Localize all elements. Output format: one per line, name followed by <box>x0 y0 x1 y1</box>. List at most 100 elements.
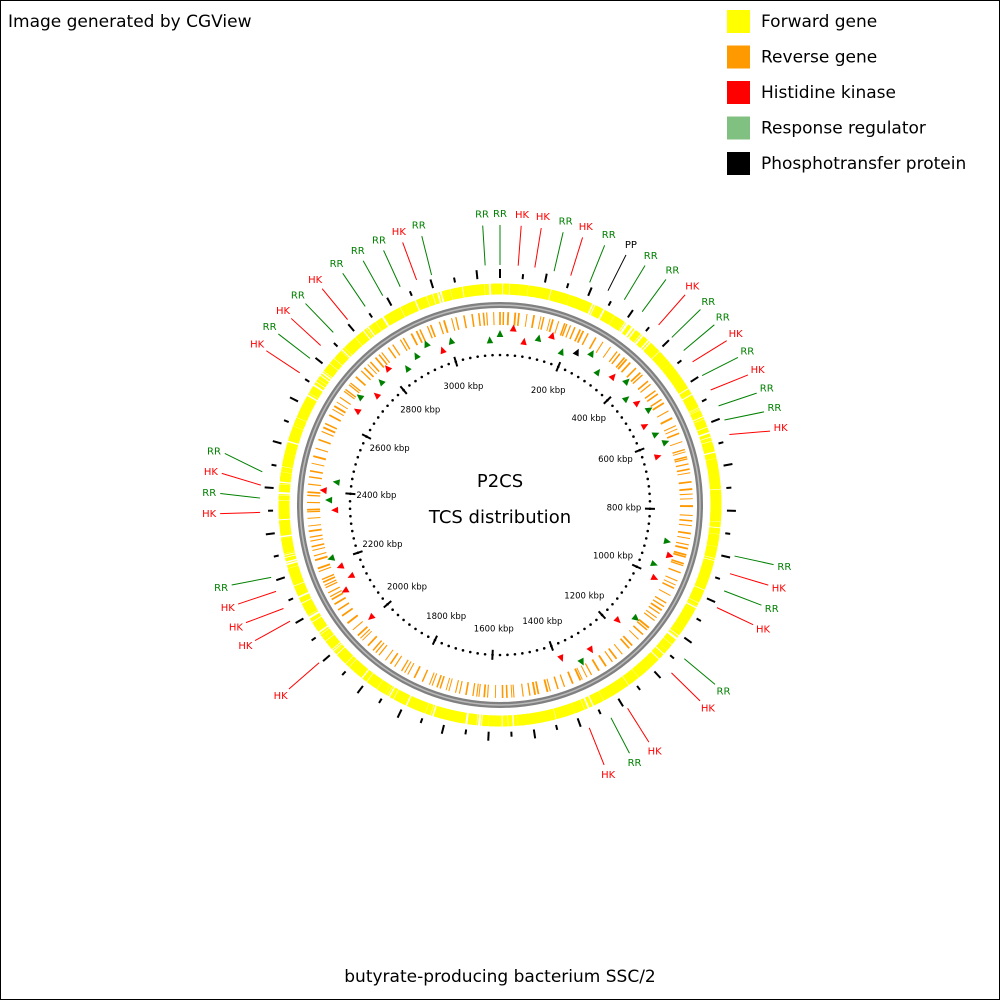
reverse-gene <box>565 325 572 338</box>
forward-gene <box>320 373 331 382</box>
outer-scale-tick <box>627 309 634 319</box>
reverse-gene <box>392 344 401 356</box>
feature-label: RR <box>214 583 228 594</box>
feature-marker <box>608 373 616 382</box>
scale-tick-label: 200 kbp <box>531 386 566 396</box>
feature-label: HK <box>204 467 219 478</box>
reverse-gene <box>521 683 524 697</box>
inner-scale-dot <box>589 384 592 387</box>
reverse-gene <box>677 535 691 540</box>
inner-scale-dot <box>624 585 628 588</box>
inner-scale-dot <box>550 362 553 366</box>
reverse-gene <box>531 681 537 695</box>
forward-gene <box>325 634 337 645</box>
forward-gene <box>340 350 350 359</box>
inner-scale-dot <box>635 442 639 445</box>
feature-marker <box>373 392 382 400</box>
inner-scale-dot <box>350 529 354 533</box>
reverse-gene <box>307 516 321 519</box>
feature-marker <box>496 330 504 338</box>
reverse-gene <box>448 678 453 692</box>
inner-scale-dot <box>359 448 362 452</box>
reverse-gene <box>559 322 566 336</box>
inner-scale-dot <box>644 537 648 540</box>
forward-gene <box>379 318 387 329</box>
inner-scale-dot <box>491 353 494 357</box>
inner-scale-dot <box>620 416 624 419</box>
inner-scale-dot <box>646 477 650 481</box>
scale-tick <box>603 396 612 405</box>
reverse-gene <box>672 451 686 456</box>
reverse-gene <box>314 555 328 562</box>
reverse-gene <box>322 426 336 434</box>
reverse-gene <box>336 401 349 410</box>
forward-gene <box>700 438 712 444</box>
reverse-gene <box>332 408 344 417</box>
inner-scale-dot <box>643 544 646 547</box>
feature-label: HK <box>756 624 771 635</box>
inner-scale-dot <box>528 356 532 360</box>
reverse-gene <box>476 683 479 697</box>
inner-scale-dot <box>440 365 444 369</box>
feature-marker <box>651 432 660 439</box>
inner-scale-dot <box>352 537 356 540</box>
forward-gene <box>663 635 674 645</box>
feature-label: HK <box>274 691 289 702</box>
forward-gene <box>366 327 375 338</box>
feature-leader <box>724 411 765 421</box>
forward-gene <box>419 701 426 713</box>
reverse-gene <box>407 662 415 675</box>
inner-scale-dot <box>391 608 394 612</box>
outer-scale-tick <box>464 729 468 735</box>
outer-scale-tick <box>378 698 383 704</box>
inner-scale-dot <box>506 353 509 357</box>
feature-marker <box>414 352 421 361</box>
inner-scale-dot <box>643 463 646 466</box>
reverse-gene <box>679 519 693 522</box>
outer-scale-tick <box>532 729 537 739</box>
feature-label: RR <box>330 259 344 270</box>
feature-leader <box>342 273 366 307</box>
reverse-gene <box>576 330 585 344</box>
scale-tick <box>352 550 363 556</box>
outer-scale-tick <box>690 376 699 383</box>
inner-scale-dot <box>349 522 353 525</box>
reverse-gene <box>643 612 655 622</box>
feature-leader <box>254 620 291 642</box>
reverse-gene <box>611 353 621 365</box>
forward-gene <box>283 453 296 459</box>
reverse-gene <box>378 354 388 366</box>
inner-scale-dot <box>647 522 651 525</box>
reverse-gene <box>363 367 375 378</box>
feature-leader <box>290 318 322 346</box>
reverse-gene <box>310 538 324 542</box>
inner-scale-dot <box>632 435 635 438</box>
forward-gene <box>631 331 640 342</box>
reverse-gene <box>483 684 487 698</box>
reverse-gene <box>308 528 322 533</box>
reverse-gene <box>619 638 630 649</box>
feature-marker <box>520 337 527 346</box>
reverse-gene <box>608 351 618 363</box>
forward-gene <box>295 585 307 592</box>
forward-gene <box>583 301 593 314</box>
outer-scale-tick <box>723 463 733 467</box>
legend-swatch <box>727 81 750 104</box>
reverse-gene <box>620 362 631 373</box>
reverse-gene <box>656 410 669 418</box>
feature-leader <box>716 607 754 626</box>
inner-scale-dot <box>354 463 357 466</box>
reverse-gene <box>312 546 326 552</box>
feature-label: RR <box>412 221 426 232</box>
forward-gene <box>656 644 666 654</box>
forward-gene <box>384 684 393 696</box>
forward-gene <box>367 673 376 684</box>
forward-gene <box>337 351 349 363</box>
reverse-gene <box>650 398 662 408</box>
reverse-gene <box>527 682 531 696</box>
inner-scale-dot <box>376 591 380 594</box>
feature-label: RR <box>717 686 731 697</box>
forward-gene <box>424 296 430 308</box>
scale-tick <box>345 492 356 496</box>
outer-scale-tick <box>718 441 724 445</box>
